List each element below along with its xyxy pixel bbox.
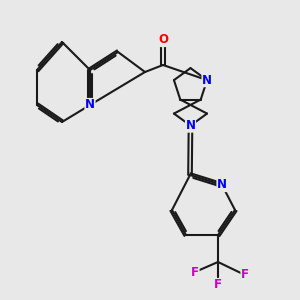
Text: N: N: [217, 178, 227, 191]
Text: N: N: [185, 119, 196, 132]
Text: F: F: [191, 266, 199, 278]
Text: N: N: [85, 98, 95, 112]
Text: F: F: [241, 268, 249, 281]
Text: N: N: [202, 74, 212, 87]
Text: O: O: [158, 34, 168, 46]
Text: F: F: [214, 278, 222, 292]
